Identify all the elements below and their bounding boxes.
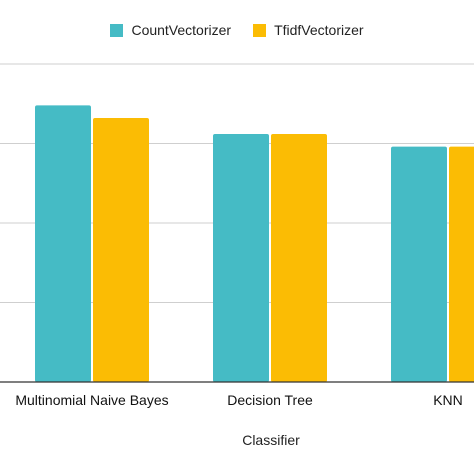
x-tick-label-decision-tree: Decision Tree [227, 392, 313, 408]
legend-swatch-countvectorizer [110, 23, 124, 37]
bar-countvectorizer-knn [391, 146, 447, 382]
bars [35, 105, 474, 382]
x-tick-label-knn: KNN [433, 392, 463, 408]
x-tick-label-multinomial-naive-bayes: Multinomial Naive Bayes [15, 392, 169, 408]
bar-tfidfvectorizer-knn [449, 146, 474, 382]
legend-item-tfidfvectorizer: TfidfVectorizer [253, 22, 364, 38]
legend: CountVectorizer TfidfVectorizer [0, 22, 474, 38]
legend-label-tfidfvectorizer: TfidfVectorizer [274, 22, 364, 38]
bar-countvectorizer-decision-tree [213, 133, 269, 382]
x-axis-title: Classifier [242, 432, 300, 448]
bar-tfidfvectorizer-decision-tree [271, 133, 327, 382]
legend-swatch-tfidfvectorizer [253, 23, 267, 37]
bar-tfidfvectorizer-multinomial-naive-bayes [93, 118, 149, 382]
legend-item-countvectorizer: CountVectorizer [110, 22, 231, 38]
bar-countvectorizer-multinomial-naive-bayes [35, 105, 91, 382]
legend-label-countvectorizer: CountVectorizer [131, 22, 232, 38]
